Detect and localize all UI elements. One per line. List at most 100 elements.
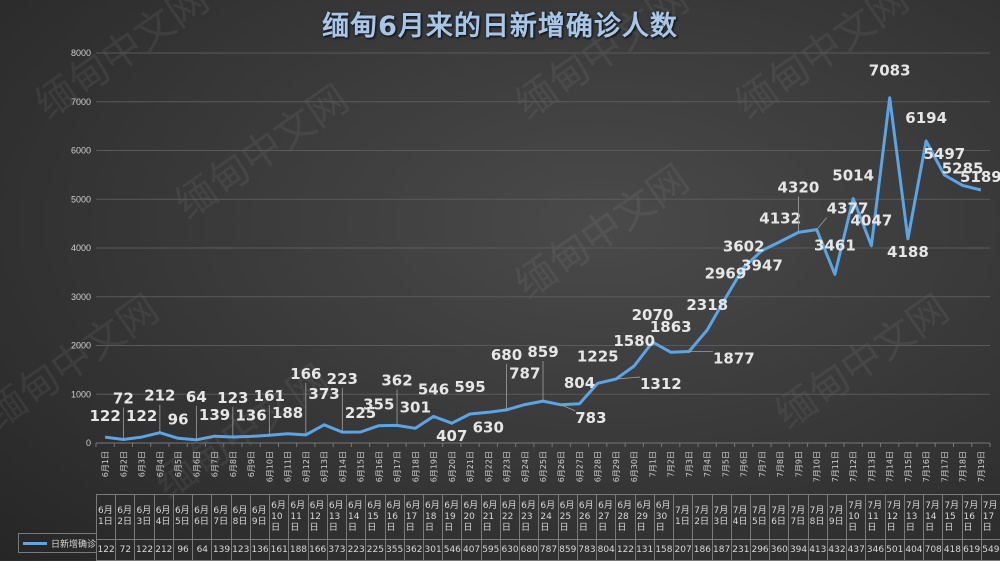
data-label: 5189 <box>960 168 1000 186</box>
table-header-text: 6月 <box>406 501 423 512</box>
x-tick-label: 6月28日 <box>594 451 603 482</box>
table-value-cell: 158 <box>654 540 673 561</box>
table-header-text: 日 <box>964 523 981 534</box>
table-header-text: 12 <box>310 512 327 523</box>
data-label: 5014 <box>832 167 874 185</box>
x-tick-label: 6月24日 <box>521 451 530 482</box>
data-label: 223 <box>327 370 358 388</box>
data-label: 122 <box>89 407 120 425</box>
table-header-text: 6月 <box>463 501 480 512</box>
table-value-cell: 166 <box>308 540 327 561</box>
data-label: 1863 <box>650 318 692 336</box>
table-value-cell: 96 <box>173 540 192 561</box>
table-value-cell: 546 <box>443 540 462 561</box>
table-header-text: 7月 <box>906 501 923 512</box>
data-label: 3461 <box>814 236 856 254</box>
legend-item: 日新增确诊 <box>18 533 97 553</box>
table-header-text: 2日 <box>694 517 711 528</box>
table-value-cell: 64 <box>193 540 212 561</box>
table-header-text: 25 <box>560 512 577 523</box>
table-value-cell: 186 <box>693 540 712 561</box>
table-header-text: 日 <box>406 523 423 534</box>
table-header-text: 9日 <box>829 517 846 528</box>
table-header-text: 16 <box>964 512 981 523</box>
data-label: 64 <box>186 388 207 406</box>
table-value-cell: 207 <box>674 540 693 561</box>
table-header-text: 10 <box>848 512 865 523</box>
table-value-cell: 136 <box>250 540 269 561</box>
x-tick-label: 6月11日 <box>284 451 293 482</box>
table-value-cell: 123 <box>231 540 250 561</box>
table-value-cell: 404 <box>904 540 923 561</box>
table-header-text: 日 <box>848 523 865 534</box>
data-label: 301 <box>400 398 431 416</box>
x-tick-label: 7月18日 <box>959 451 968 482</box>
table-header-text: 6月 <box>598 501 615 512</box>
y-tick-label: 8000 <box>71 48 91 58</box>
table-header-text: 6月 <box>387 501 404 512</box>
table-header-text: 6日 <box>771 517 788 528</box>
table-header-text: 日 <box>425 523 442 534</box>
table-header-text: 6月 <box>136 506 153 517</box>
legend-line-icon <box>23 542 47 545</box>
table-header-text: 5日 <box>752 517 769 528</box>
table-header-text: 10 <box>271 512 288 523</box>
table-header-text: 6月 <box>444 501 461 512</box>
table-header-text: 6月 <box>271 501 288 512</box>
table-header-text: 26 <box>579 512 596 523</box>
table-header-text: 13 <box>906 512 923 523</box>
table-value-cell: 708 <box>924 540 943 561</box>
x-tick-label: 7月2日 <box>667 451 676 477</box>
table-header-text: 日 <box>540 523 557 534</box>
table-header-text: 7月 <box>944 501 961 512</box>
x-tick-label: 6月15日 <box>357 451 366 482</box>
table-header-text: 日 <box>483 523 500 534</box>
table-header-text: 日 <box>944 523 961 534</box>
data-label: 212 <box>144 387 175 405</box>
x-tick-label: 6月12日 <box>302 451 311 482</box>
table-value-cell: 787 <box>539 540 558 561</box>
table-value-cell: 595 <box>481 540 500 561</box>
table-value-cell: 161 <box>270 540 289 561</box>
table-header-text: 日 <box>444 523 461 534</box>
x-tick-label: 6月13日 <box>320 451 329 482</box>
table-header-text: 6月 <box>290 501 307 512</box>
x-tick-label: 7月6日 <box>740 451 749 477</box>
data-label: 407 <box>436 427 467 445</box>
table-header-text: 17 <box>983 512 1000 523</box>
table-value-cell: 231 <box>731 540 750 561</box>
table-value-cell: 122 <box>135 540 154 561</box>
x-tick-label: 6月16日 <box>375 451 384 482</box>
table-header-text: 6月 <box>425 501 442 512</box>
table-header-text: 7月 <box>733 506 750 517</box>
table-value-cell: 680 <box>520 540 539 561</box>
table-header-text: 6日 <box>194 517 211 528</box>
x-tick-label: 7月15日 <box>904 451 913 482</box>
table-value-cell: 630 <box>500 540 519 561</box>
table-header-text: 3日 <box>136 517 153 528</box>
x-tick-label: 6月9日 <box>247 451 256 477</box>
table-header-text: 日 <box>925 523 942 534</box>
table-header-text: 4日 <box>733 517 750 528</box>
table-header-text: 15 <box>367 512 384 523</box>
data-label: 595 <box>454 378 485 396</box>
table-header-text: 1日 <box>98 517 115 528</box>
table-header-text: 5日 <box>175 517 192 528</box>
